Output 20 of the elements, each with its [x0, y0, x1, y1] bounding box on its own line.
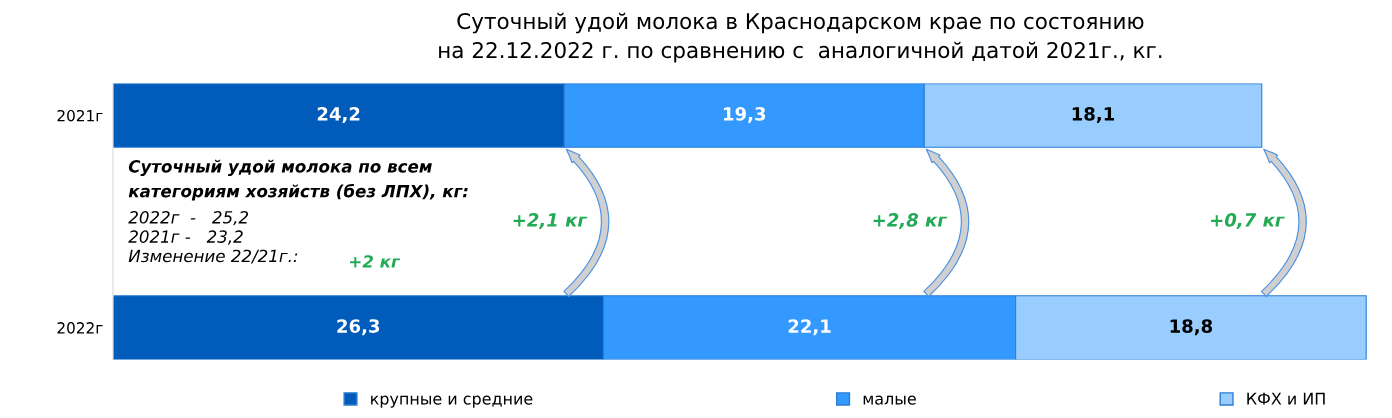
y-tick-label: 2021г	[57, 109, 103, 122]
annotation: +2,1 кг	[513, 213, 588, 230]
data-label: 26,3	[337, 319, 380, 336]
annotation: Суточный удой молока по всем категориям хозяйств (без ЛПХ), кг:	[128, 159, 468, 201]
annotation: +2 кг	[350, 255, 401, 268]
annotation: Изменение 22/21г.:	[128, 249, 298, 264]
data-label: 18,8	[1170, 319, 1213, 336]
annotation: +2,8 кг	[873, 213, 948, 230]
chart-title: Суточный удой молока в Краснодарском крае по состоянию на 22.12.2022 г. по сравнению с аналогичной датой 2021г., кг.	[439, 12, 1162, 63]
data-label: 22,1	[788, 319, 831, 336]
annotation: +0,7 кг	[1211, 213, 1285, 230]
y-tick-label: 2022г	[57, 322, 103, 334]
data-label: 24,2	[317, 107, 360, 123]
legend-label: КФХ и ИП	[1247, 392, 1325, 405]
data-label: 18,1	[1072, 107, 1115, 123]
legend-label: крупные и средние	[371, 395, 533, 408]
annotation: 2021г - 23,2	[128, 230, 243, 245]
data-label: 19,3	[724, 107, 766, 123]
annotation: 2022г - 25,2	[128, 211, 249, 226]
legend-label: малые	[863, 395, 916, 405]
